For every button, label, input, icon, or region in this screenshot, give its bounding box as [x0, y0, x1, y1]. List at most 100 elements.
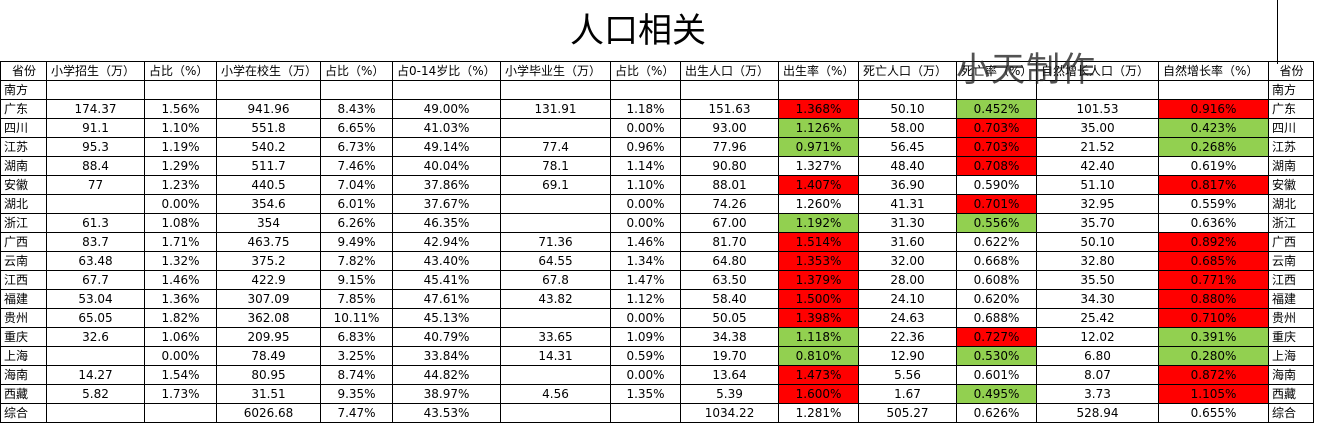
data-cell[interactable]: 0.626%: [956, 403, 1038, 423]
data-cell[interactable]: [144, 403, 217, 423]
data-cell[interactable]: 58.40: [680, 289, 780, 309]
data-cell[interactable]: 1.67: [858, 384, 958, 404]
province-cell[interactable]: 综合: [0, 403, 47, 423]
data-cell[interactable]: 24.63: [858, 308, 958, 328]
data-cell[interactable]: 31.51: [215, 384, 322, 404]
data-cell[interactable]: 34.38: [680, 327, 780, 347]
data-cell[interactable]: 77.96: [680, 137, 780, 157]
data-cell[interactable]: 0.00%: [610, 365, 682, 385]
data-cell[interactable]: 22.36: [858, 327, 958, 347]
province-cell-right[interactable]: 贵州: [1268, 308, 1315, 328]
data-cell[interactable]: 35.50: [1036, 270, 1160, 290]
data-cell[interactable]: [858, 80, 958, 100]
province-cell[interactable]: 福建: [0, 289, 47, 309]
data-cell[interactable]: [500, 365, 612, 385]
data-cell[interactable]: 50.10: [1036, 232, 1160, 252]
data-cell[interactable]: 0.423%: [1158, 118, 1270, 138]
data-cell[interactable]: 71.36: [500, 232, 612, 252]
data-cell[interactable]: 50.05: [680, 308, 780, 328]
data-cell[interactable]: 7.82%: [320, 251, 394, 271]
data-cell[interactable]: 0.608%: [956, 270, 1038, 290]
data-cell[interactable]: 8.43%: [320, 99, 394, 119]
data-cell[interactable]: 0.727%: [956, 327, 1038, 347]
data-cell[interactable]: 463.75: [215, 232, 322, 252]
data-cell[interactable]: 61.3: [46, 213, 145, 233]
data-cell[interactable]: 0.916%: [1158, 99, 1270, 119]
data-cell[interactable]: 0.668%: [956, 251, 1038, 271]
column-header[interactable]: 小学招生（万）: [46, 61, 145, 81]
data-cell[interactable]: 37.67%: [392, 194, 502, 214]
province-cell[interactable]: 江苏: [0, 137, 47, 157]
column-header[interactable]: 出生率（%）: [778, 61, 860, 81]
data-cell[interactable]: 80.95: [215, 365, 322, 385]
province-cell-right[interactable]: 海南: [1268, 365, 1315, 385]
data-cell[interactable]: 528.94: [1036, 403, 1160, 423]
data-cell[interactable]: 0.703%: [956, 118, 1038, 138]
data-cell[interactable]: [46, 403, 145, 423]
data-cell[interactable]: 307.09: [215, 289, 322, 309]
data-cell[interactable]: 14.27: [46, 365, 145, 385]
data-cell[interactable]: [500, 194, 612, 214]
data-cell[interactable]: 0.00%: [144, 194, 217, 214]
data-cell[interactable]: 7.46%: [320, 156, 394, 176]
data-cell[interactable]: 64.80: [680, 251, 780, 271]
data-cell[interactable]: 0.685%: [1158, 251, 1270, 271]
province-cell[interactable]: 南方: [0, 80, 47, 100]
data-cell[interactable]: 67.7: [46, 270, 145, 290]
data-cell[interactable]: 45.13%: [392, 308, 502, 328]
data-cell[interactable]: 65.05: [46, 308, 145, 328]
province-cell[interactable]: 云南: [0, 251, 47, 271]
data-cell[interactable]: 0.590%: [956, 175, 1038, 195]
province-cell-right[interactable]: 江苏: [1268, 137, 1315, 157]
data-cell[interactable]: 69.1: [500, 175, 612, 195]
data-cell[interactable]: 1.126%: [778, 118, 860, 138]
column-header[interactable]: 死亡率（%）: [956, 61, 1038, 81]
data-cell[interactable]: 1.32%: [144, 251, 217, 271]
province-cell[interactable]: 江西: [0, 270, 47, 290]
data-cell[interactable]: 40.04%: [392, 156, 502, 176]
data-cell[interactable]: [392, 80, 502, 100]
data-cell[interactable]: 95.3: [46, 137, 145, 157]
data-cell[interactable]: 6.73%: [320, 137, 394, 157]
data-cell[interactable]: 33.65: [500, 327, 612, 347]
data-cell[interactable]: 209.95: [215, 327, 322, 347]
data-cell[interactable]: 88.4: [46, 156, 145, 176]
data-cell[interactable]: 0.817%: [1158, 175, 1270, 195]
data-cell[interactable]: [46, 194, 145, 214]
data-cell[interactable]: 5.56: [858, 365, 958, 385]
data-cell[interactable]: 174.37: [46, 99, 145, 119]
data-cell[interactable]: 1.192%: [778, 213, 860, 233]
data-cell[interactable]: 1.18%: [610, 99, 682, 119]
column-header[interactable]: 死亡人口（万）: [858, 61, 958, 81]
data-cell[interactable]: 42.94%: [392, 232, 502, 252]
data-cell[interactable]: [778, 80, 860, 100]
data-cell[interactable]: 0.280%: [1158, 346, 1270, 366]
data-cell[interactable]: 0.96%: [610, 137, 682, 157]
data-cell[interactable]: 440.5: [215, 175, 322, 195]
data-cell[interactable]: 1034.22: [680, 403, 780, 423]
data-cell[interactable]: 31.60: [858, 232, 958, 252]
data-cell[interactable]: 1.368%: [778, 99, 860, 119]
data-cell[interactable]: 1.35%: [610, 384, 682, 404]
data-cell[interactable]: 1.46%: [610, 232, 682, 252]
data-cell[interactable]: 6.26%: [320, 213, 394, 233]
data-cell[interactable]: 56.45: [858, 137, 958, 157]
column-header[interactable]: 省份: [1268, 61, 1315, 81]
data-cell[interactable]: 77: [46, 175, 145, 195]
data-cell[interactable]: 1.10%: [144, 118, 217, 138]
data-cell[interactable]: 1.327%: [778, 156, 860, 176]
data-cell[interactable]: 1.10%: [610, 175, 682, 195]
data-cell[interactable]: 8.74%: [320, 365, 394, 385]
data-cell[interactable]: 3.73: [1036, 384, 1160, 404]
data-cell[interactable]: 422.9: [215, 270, 322, 290]
data-cell[interactable]: 78.1: [500, 156, 612, 176]
data-cell[interactable]: [956, 80, 1038, 100]
province-cell-right[interactable]: 西藏: [1268, 384, 1315, 404]
data-cell[interactable]: [215, 80, 322, 100]
data-cell[interactable]: [680, 80, 780, 100]
province-cell[interactable]: 浙江: [0, 213, 47, 233]
data-cell[interactable]: 12.02: [1036, 327, 1160, 347]
data-cell[interactable]: 40.79%: [392, 327, 502, 347]
data-cell[interactable]: 0.688%: [956, 308, 1038, 328]
column-header[interactable]: 占比（%）: [144, 61, 217, 81]
